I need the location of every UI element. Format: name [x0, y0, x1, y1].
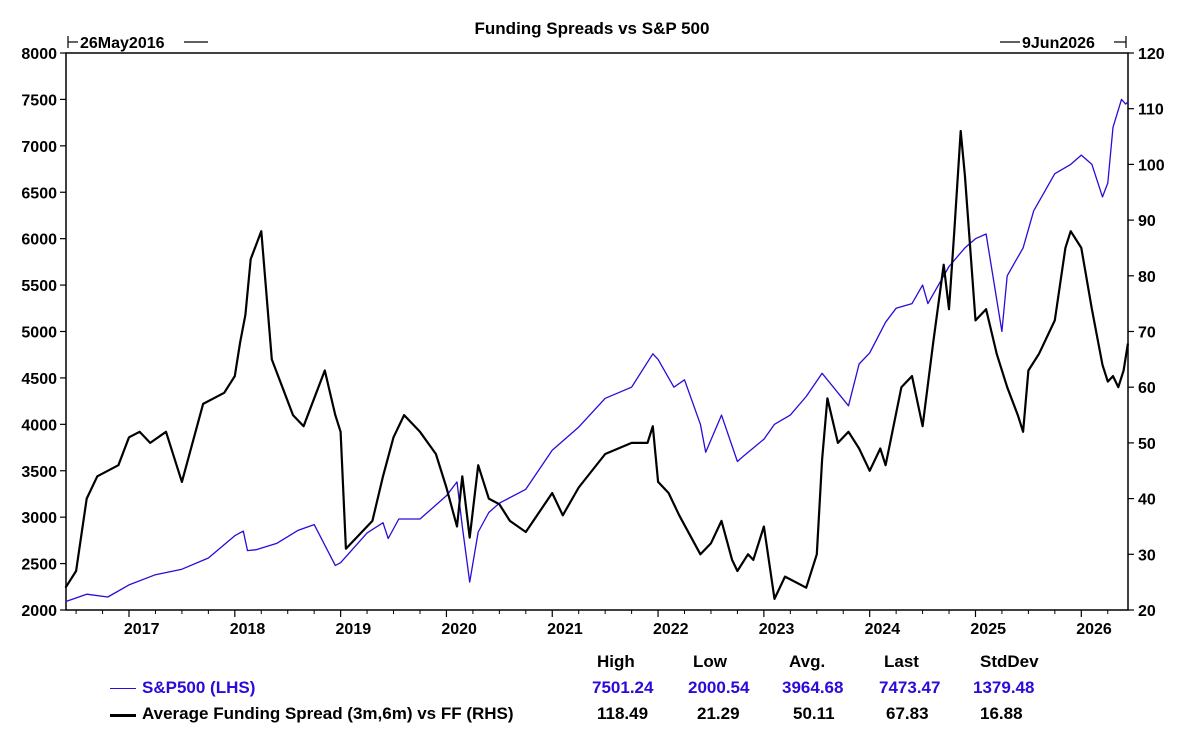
right-axis: 20 30 40 50 60 70 80 90 100 110 120: [1128, 46, 1165, 620]
stats-header-high: High: [597, 652, 635, 671]
stats-header-last: Last: [884, 652, 919, 671]
right-tick-label: 90: [1138, 213, 1156, 230]
stat-spread-stddev: 16.88: [980, 704, 1023, 723]
x-tick-label: 2021: [547, 621, 583, 638]
stats-header-avg: Avg.: [789, 652, 826, 671]
x-tick-label: 2025: [970, 621, 1006, 638]
sp500-series-line: [65, 98, 1129, 603]
left-tick-label: 7500: [21, 92, 57, 109]
right-tick-label: 50: [1138, 436, 1156, 453]
left-tick-label: 3500: [21, 464, 57, 481]
start-date-label: 26May2016: [80, 35, 165, 52]
legend-swatch-sp500: [110, 688, 136, 689]
x-tick-label: 2019: [336, 621, 372, 638]
right-tick-label: 100: [1138, 157, 1165, 174]
left-tick-label: 4500: [21, 371, 57, 388]
plot-area: [65, 52, 1129, 611]
right-tick-label: 70: [1138, 325, 1156, 342]
right-tick-label: 120: [1138, 46, 1165, 63]
legend-swatch-funding-spread: [110, 714, 136, 717]
left-tick-label: 3000: [21, 510, 57, 527]
left-tick-label: 2000: [21, 603, 57, 620]
x-tick-label: 2022: [653, 621, 689, 638]
left-tick-label: 4000: [21, 417, 57, 434]
left-tick-label: 6000: [21, 232, 57, 249]
x-tick-label: 2020: [441, 621, 477, 638]
left-tick-label: 8000: [21, 46, 57, 63]
stat-spread-high: 118.49: [597, 704, 649, 723]
series-layer: [64, 98, 1129, 603]
left-axis: 2000 2500 3000 3500 4000 4500 5000 5500 6000 6500…: [21, 46, 66, 620]
right-tick-label: 40: [1138, 492, 1156, 509]
stats-header-stddev: StdDev: [980, 652, 1039, 671]
left-tick-label: 5000: [21, 325, 57, 342]
stats-header-low: Low: [693, 652, 727, 671]
stat-spread-last: 67.83: [886, 704, 929, 723]
x-tick-label: 2024: [865, 621, 901, 638]
right-tick-label: 80: [1138, 269, 1156, 286]
funding-spread-series-line: [64, 129, 1129, 601]
x-tick-label: 2017: [124, 621, 160, 638]
x-tick-label: 2018: [230, 621, 266, 638]
left-tick-label: 2500: [21, 557, 57, 574]
stat-sp500-low: 2000.54: [688, 678, 750, 697]
end-date-marker: 9Jun2026: [1000, 35, 1127, 52]
end-date-label: 9Jun2026: [1022, 35, 1095, 52]
stat-spread-avg: 50.11: [793, 704, 835, 723]
x-tick-label: 2023: [759, 621, 795, 638]
x-tick-label: 2026: [1076, 621, 1112, 638]
right-tick-label: 30: [1138, 547, 1156, 564]
x-axis: 2017 2018 2019 2020 2021 2022 2023 2024 2025 2026: [75, 610, 1112, 638]
stat-sp500-avg: 3964.68: [782, 678, 844, 697]
right-tick-label: 20: [1138, 603, 1156, 620]
legend-label-funding-spread: Average Funding Spread (3m,6m) vs FF (RH…: [142, 704, 514, 723]
chart-title: Funding Spreads vs S&P 500: [475, 19, 710, 38]
stat-sp500-last: 7473.47: [879, 678, 941, 697]
right-tick-label: 110: [1138, 102, 1164, 119]
stat-sp500-high: 7501.24: [592, 678, 654, 697]
left-tick-label: 5500: [21, 278, 57, 295]
right-tick-label: 60: [1138, 380, 1156, 397]
stats-table: High Low Avg. Last StdDev S&P500 (LHS) 7…: [0, 648, 1200, 738]
stat-sp500-stddev: 1379.48: [973, 678, 1035, 697]
stat-spread-low: 21.29: [697, 704, 740, 723]
left-tick-label: 6500: [21, 185, 57, 202]
legend-label-sp500: S&P500 (LHS): [142, 678, 256, 697]
left-tick-label: 7000: [21, 139, 57, 156]
start-date-marker: 26May2016: [67, 35, 208, 52]
